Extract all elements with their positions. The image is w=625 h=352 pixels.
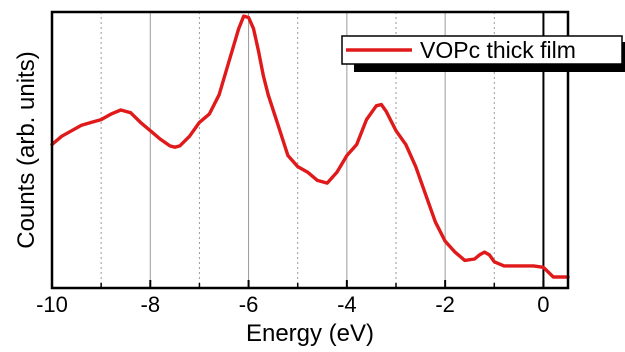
y-axis-label: Counts (arb. units): [13, 51, 40, 248]
x-tick-label: -4: [337, 292, 357, 317]
x-axis-label: Energy (eV): [246, 320, 374, 347]
legend: VOPc thick film: [341, 35, 625, 72]
series-line-vopc-thick-film: [50, 14, 570, 279]
x-tick-label: -8: [141, 292, 161, 317]
x-tick-label: 0: [537, 292, 549, 317]
x-axis-tick-labels: -10 -8 -6 -4 -2 0: [36, 292, 549, 317]
x-tick-label: -10: [36, 292, 68, 317]
x-tick-label: -2: [435, 292, 455, 317]
legend-label-vopc-thick-film: VOPc thick film: [420, 37, 576, 63]
plot-frame: [50, 10, 570, 290]
x-tick-label: -6: [239, 292, 259, 317]
x-axis-ticks: [51, 280, 545, 288]
